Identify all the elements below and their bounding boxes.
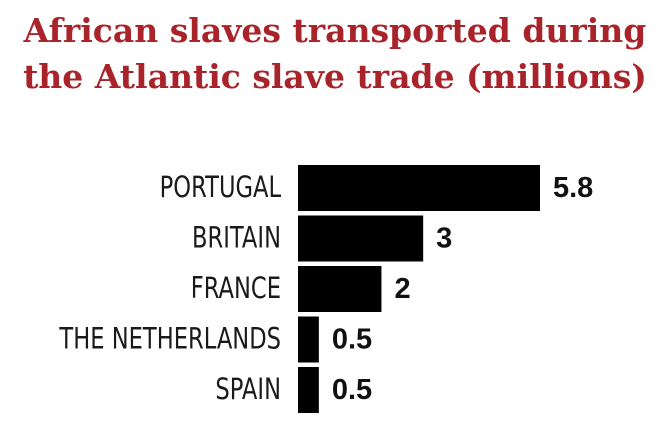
bar-the-netherlands — [298, 316, 319, 363]
chart-title-line-1: African slaves transported during — [23, 11, 647, 50]
value-label-france: 2 — [394, 273, 410, 305]
category-label-spain: SPAIN — [215, 373, 281, 406]
category-label-britain: BRITAIN — [192, 222, 281, 255]
bar-britain — [298, 215, 424, 262]
bar-france — [298, 266, 382, 312]
category-label-france: FRANCE — [191, 272, 281, 305]
bar-portugal — [298, 165, 540, 211]
value-label-portugal: 5.8 — [553, 172, 593, 204]
chart-title-line-2: the Atlantic slave trade (millions) — [23, 57, 647, 96]
value-label-britain: 3 — [436, 223, 452, 255]
value-label-the-netherlands: 0.5 — [332, 324, 372, 356]
bar-spain — [298, 367, 319, 413]
category-label-portugal: PORTUGAL — [160, 171, 282, 204]
category-label-the-netherlands: THE NETHERLANDS — [59, 323, 281, 356]
value-label-spain: 0.5 — [332, 374, 372, 406]
chart-title: African slaves transported during the At… — [0, 8, 670, 100]
bars-group: PORTUGAL 5.8 BRITAIN 3 FRANCE 2 THE NETHERLAND… — [59, 165, 593, 413]
